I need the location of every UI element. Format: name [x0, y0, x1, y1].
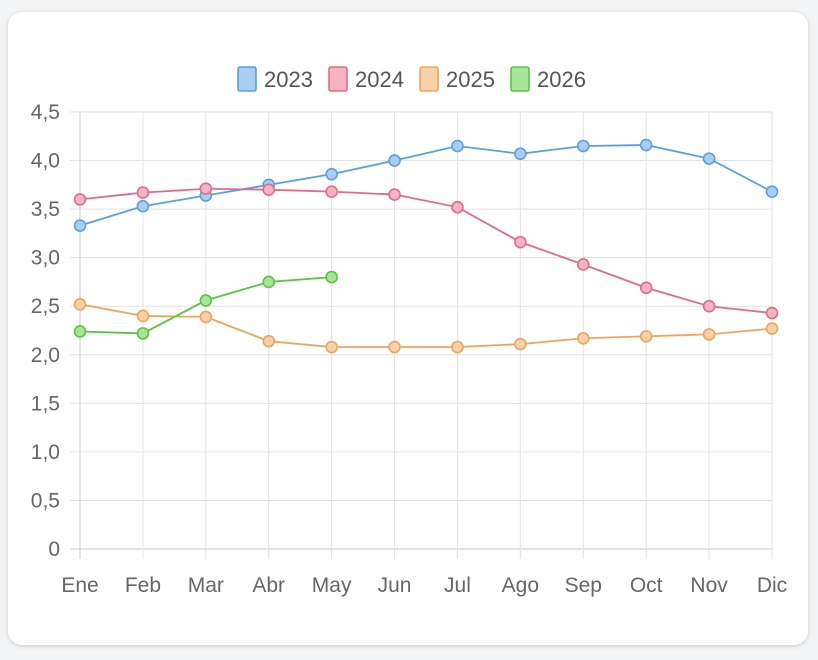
legend-item-2025[interactable]: 2025 [419, 66, 495, 92]
x-tick-label: Nov [690, 574, 728, 597]
y-tick-label: 4,0 [31, 150, 60, 173]
legend-item-2023[interactable]: 2023 [237, 66, 313, 92]
y-tick-label: 3,0 [31, 247, 60, 270]
series-line-2023 [79, 144, 773, 227]
data-point-2025[interactable] [576, 331, 590, 345]
x-tick-label: Abr [252, 574, 285, 597]
x-tick-label: Mar [188, 574, 224, 597]
data-point-2024[interactable] [451, 200, 464, 214]
data-point-2024[interactable] [136, 186, 150, 199]
data-point-2025[interactable] [388, 340, 401, 354]
data-point-2024[interactable] [388, 188, 401, 201]
x-tick-label: Jun [378, 574, 412, 597]
x-tick-label: Sep [565, 574, 602, 597]
y-tick-label: 3,5 [31, 198, 60, 221]
x-tick-label: Dic [757, 574, 787, 597]
y-tick-label: 0,5 [31, 489, 60, 512]
data-point-2024[interactable] [199, 182, 213, 196]
y-tick-label: 1,0 [31, 441, 60, 464]
x-axis: Ene Feb Mar Abr May Jun Jul Ago Sep Oct Nov Dic [61, 574, 787, 597]
data-point-2024[interactable] [262, 183, 276, 196]
data-point-2023[interactable] [325, 167, 338, 181]
data-point-2023[interactable] [73, 219, 87, 232]
y-tick-label: 2,0 [31, 344, 60, 367]
data-point-2025[interactable] [702, 328, 716, 341]
y-tick-label: 1,5 [31, 392, 60, 415]
data-point-2024[interactable] [73, 193, 87, 206]
data-point-2026[interactable] [199, 294, 213, 307]
x-tick-label: Jul [444, 574, 471, 597]
legend-swatch [510, 66, 530, 92]
legend-label: 2025 [446, 67, 495, 92]
x-tick-label: Ago [502, 574, 539, 597]
x-tick-label: Ene [61, 574, 98, 597]
data-point-2024[interactable] [576, 258, 590, 271]
y-tick-label: 4,5 [31, 101, 60, 124]
data-point-2025[interactable] [451, 340, 464, 354]
legend-swatch [237, 66, 257, 92]
data-point-2023[interactable] [514, 147, 527, 161]
data-point-2025[interactable] [639, 330, 653, 343]
legend-swatch [328, 66, 348, 92]
legend: 2023 2024 2025 2026 [237, 66, 586, 92]
data-point-2024[interactable] [639, 281, 653, 295]
data-point-2025[interactable] [199, 310, 213, 324]
data-point-2025[interactable] [765, 322, 779, 335]
data-point-2023[interactable] [639, 138, 653, 152]
data-point-2024[interactable] [702, 299, 716, 313]
data-point-2023[interactable] [702, 152, 716, 165]
data-point-2026[interactable] [73, 325, 87, 338]
legend-label: 2023 [264, 67, 313, 92]
data-point-2025[interactable] [514, 337, 527, 351]
legend-item-2026[interactable]: 2026 [510, 66, 586, 92]
data-point-2024[interactable] [325, 185, 338, 198]
data-point-2026[interactable] [325, 270, 338, 284]
x-tick-label: May [312, 574, 352, 597]
y-tick-label: 0 [48, 538, 60, 561]
data-point-2026[interactable] [136, 327, 150, 340]
y-axis: 0 0,5 1,0 1,5 2,0 2,5 3,0 3,5 4,0 4,5 [31, 101, 60, 561]
series-lines [79, 144, 773, 348]
data-point-2023[interactable] [388, 154, 401, 167]
legend-label: 2024 [355, 67, 404, 92]
legend-label: 2026 [537, 67, 586, 92]
data-point-2025[interactable] [73, 297, 87, 311]
series-line-2024 [79, 187, 773, 314]
data-point-2024[interactable] [765, 306, 779, 320]
series-line-2025 [79, 303, 773, 348]
x-tick-label: Oct [630, 574, 663, 597]
data-point-2023[interactable] [576, 139, 590, 153]
data-point-2023[interactable] [136, 199, 150, 213]
legend-item-2024[interactable]: 2024 [328, 66, 404, 92]
data-point-2023[interactable] [765, 185, 779, 198]
data-point-2024[interactable] [514, 235, 527, 249]
data-point-2025[interactable] [325, 340, 338, 354]
data-point-2025[interactable] [262, 334, 276, 348]
data-point-2026[interactable] [262, 275, 276, 289]
x-tick-label: Feb [125, 574, 161, 597]
legend-swatch [419, 66, 439, 92]
data-point-2025[interactable] [136, 309, 150, 323]
y-tick-label: 2,5 [31, 295, 60, 318]
series-points [73, 138, 779, 354]
data-point-2023[interactable] [451, 139, 464, 153]
